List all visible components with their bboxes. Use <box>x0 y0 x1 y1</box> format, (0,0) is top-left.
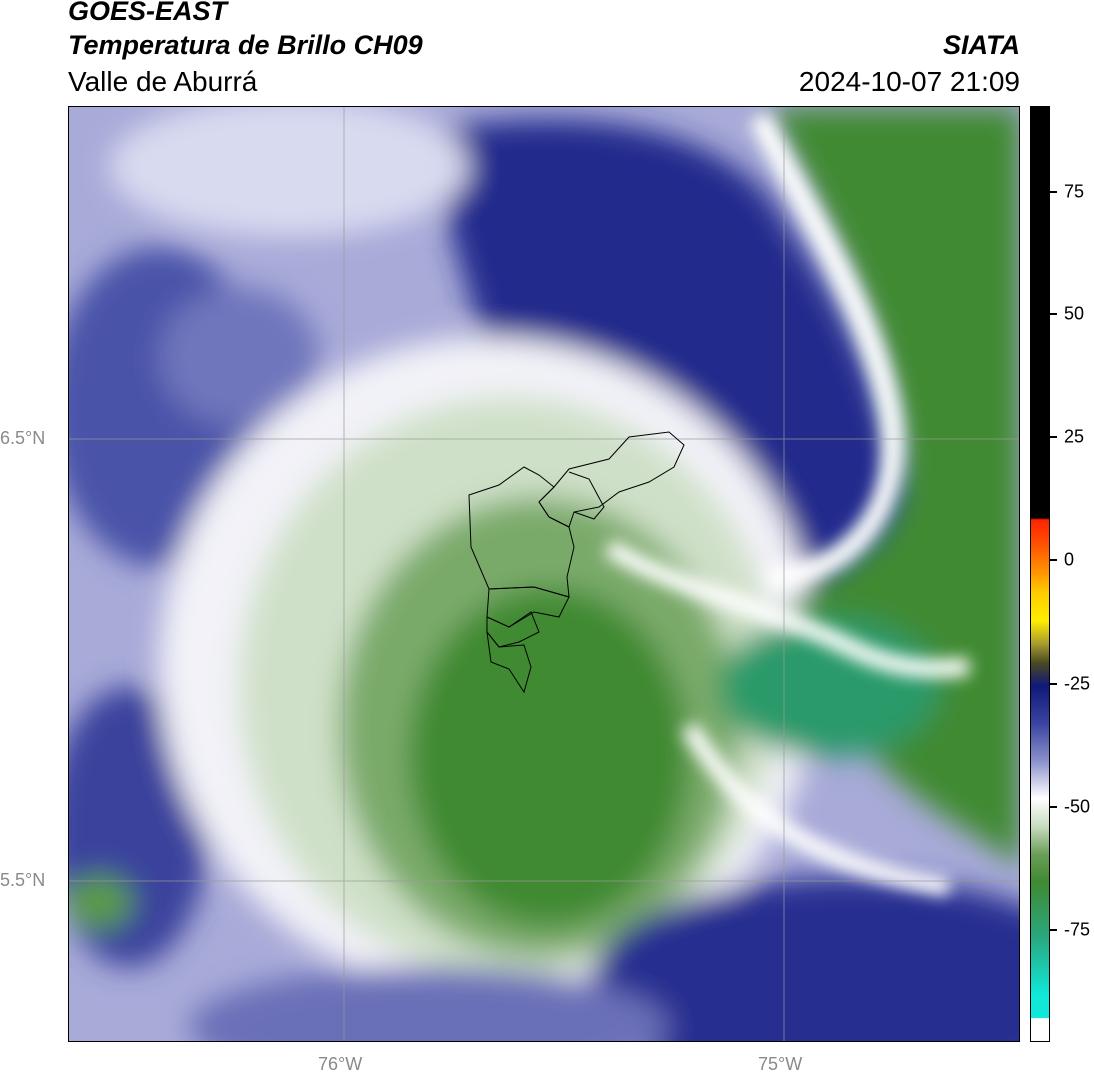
colorbar-label: 25 <box>1064 426 1085 447</box>
colorbar-label: -75 <box>1064 919 1091 940</box>
colorbar-label: 75 <box>1064 181 1085 202</box>
colorbar-label: -25 <box>1064 673 1091 694</box>
colorbar <box>1030 106 1050 1042</box>
municipality-outlines <box>468 431 685 694</box>
colorbar-label: 0 <box>1064 549 1075 570</box>
title-region: Valle de Aburrá <box>68 66 258 97</box>
cloud-region-south-central <box>189 967 669 1041</box>
title-organization: SIATA <box>943 30 1020 60</box>
cloud-region-south <box>589 877 1019 1041</box>
lat-label-6-5n: 6.5°N <box>0 428 46 448</box>
cloud-region-northwest <box>159 287 319 427</box>
warm-core-inner <box>409 587 689 927</box>
outline-internal-boundary <box>568 471 605 520</box>
lon-label-75w: 75°W <box>758 1054 803 1074</box>
colorbar-tick <box>1050 806 1057 808</box>
colorbar-tick <box>1050 559 1057 561</box>
outline-northeast-municipality <box>538 431 685 528</box>
colorbar-tick <box>1050 191 1057 193</box>
colorbar-label: 50 <box>1064 303 1085 324</box>
title-timestamp: 2024-10-07 21:09 <box>798 66 1020 97</box>
colorbar-label: -50 <box>1064 796 1091 817</box>
title-product: Temperatura de Brillo CH09 <box>68 30 423 60</box>
map-panel[interactable] <box>68 106 1020 1042</box>
cloud-edge-east <box>749 112 904 588</box>
colorbar-tick <box>1050 313 1057 315</box>
title-satellite: GOES-EAST <box>68 0 228 26</box>
cloud-region-north <box>109 107 469 237</box>
warm-patch-southwest <box>69 874 134 930</box>
lat-label-5-5n: 5.5°N <box>0 870 46 890</box>
lon-label-76w: 76°W <box>318 1054 363 1074</box>
gridlines <box>69 107 1019 1041</box>
cloud-edge-south <box>681 722 951 896</box>
brightness-temperature-map <box>69 107 1019 1041</box>
cloud-edge-southeast <box>604 539 970 678</box>
colorbar-tick <box>1050 683 1057 685</box>
colorbar-tick <box>1050 929 1057 931</box>
outline-south-municipality <box>486 630 532 694</box>
colorbar-tick <box>1050 436 1057 438</box>
